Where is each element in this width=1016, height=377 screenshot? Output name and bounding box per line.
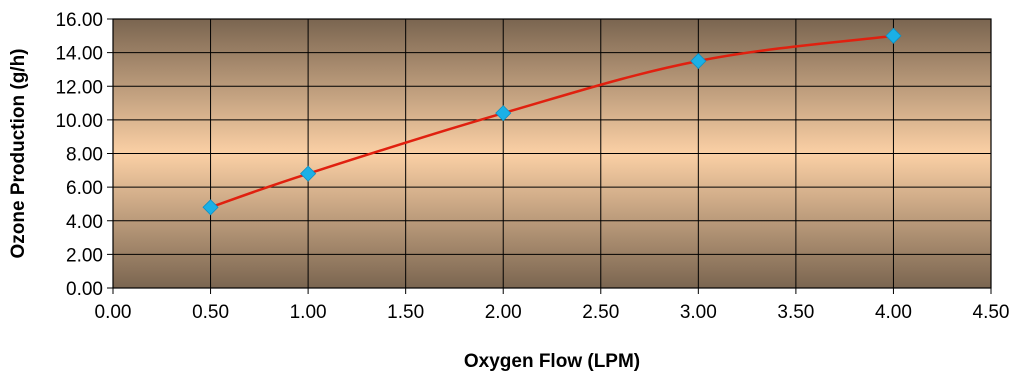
y-tick-label: 4.00 bbox=[66, 212, 103, 233]
data-point-marker bbox=[202, 199, 219, 216]
data-point-marker bbox=[495, 105, 512, 122]
x-tick-label: 3.00 bbox=[680, 302, 717, 323]
y-tick-label: 14.00 bbox=[55, 44, 103, 65]
data-point-marker bbox=[300, 165, 317, 182]
y-tick-label: 0.00 bbox=[66, 279, 103, 300]
x-tick-label: 4.00 bbox=[875, 302, 912, 323]
tick-labels: 0.00 0.50 1.00 1.50 2.00 2.50 3.00 3.50 4.00 4.50… bbox=[55, 10, 1009, 323]
y-tick-label: 16.00 bbox=[55, 10, 103, 31]
data-point-marker bbox=[885, 27, 902, 44]
x-axis-title: Oxygen Flow (LPM) bbox=[464, 351, 640, 372]
gridlines bbox=[107, 18, 992, 294]
y-tick-label: 6.00 bbox=[66, 178, 103, 199]
y-tick-label: 8.00 bbox=[66, 145, 103, 166]
data-point-marker bbox=[690, 52, 707, 70]
x-tick-label: 3.50 bbox=[777, 302, 814, 323]
y-tick-label: 2.00 bbox=[66, 245, 103, 266]
x-tick-label: 0.00 bbox=[95, 302, 132, 323]
y-tick-label: 10.00 bbox=[55, 111, 103, 132]
y-tick-label: 12.00 bbox=[55, 77, 103, 98]
x-tick-label: 0.50 bbox=[192, 302, 229, 323]
series-line bbox=[210, 34, 894, 209]
y-axis-title: Ozone Production (g/h) bbox=[8, 48, 29, 258]
x-tick-label: 1.50 bbox=[387, 302, 424, 323]
x-tick-label: 2.50 bbox=[582, 302, 619, 323]
series bbox=[202, 27, 902, 216]
x-tick-label: 4.50 bbox=[973, 302, 1010, 323]
x-tick-label: 1.00 bbox=[290, 302, 327, 323]
x-tick-label: 2.00 bbox=[485, 302, 522, 323]
